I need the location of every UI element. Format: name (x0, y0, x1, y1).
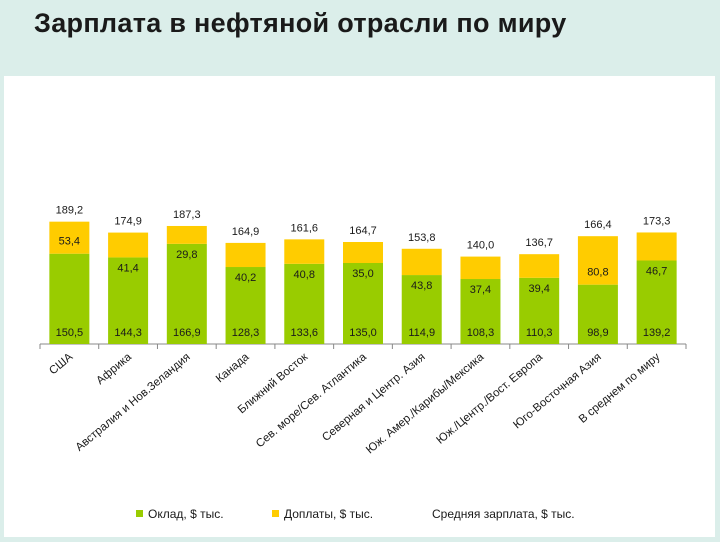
total-data-label: 164,9 (232, 226, 260, 238)
total-data-label: 173,3 (643, 215, 671, 227)
legend-label-average: Средняя зарплата, $ тыс. (432, 507, 575, 521)
legend-swatch-salary (136, 510, 143, 517)
bar-bonus[interactable] (225, 242, 266, 268)
salary-data-label: 135,0 (349, 327, 377, 339)
bonus-data-label: 53,4 (59, 236, 80, 248)
total-data-label: 166,4 (584, 219, 612, 231)
bar-salary[interactable] (108, 257, 149, 344)
total-data-label: 174,9 (114, 216, 142, 228)
bar-salary[interactable] (636, 260, 677, 344)
category-tick-label: США (47, 351, 75, 377)
salary-data-label: 98,9 (587, 327, 608, 339)
category-tick-label: Северная и Центр. Азия (320, 351, 427, 444)
bonus-data-label: 35,0 (352, 268, 373, 280)
bonus-data-label: 41,4 (117, 262, 138, 274)
bonus-data-label: 40,2 (235, 272, 256, 284)
legend-label-salary: Оклад, $ тыс. (148, 507, 224, 521)
bar-salary[interactable] (166, 243, 207, 344)
category-tick-label: Сев. море/Сев. Атлантика (254, 351, 369, 451)
stacked-bar-chart: 150,5 53,4 189,2 США 144,3 41,4 174,9 Африка 166… (39, 205, 687, 521)
bar-salary[interactable] (284, 263, 325, 344)
bar-salary[interactable] (49, 253, 90, 344)
salary-data-label: 144,3 (114, 327, 142, 339)
bonus-data-label: 37,4 (470, 284, 491, 296)
legend-label-bonus: Доплаты, $ тыс. (284, 507, 373, 521)
total-data-label: 136,7 (525, 237, 553, 249)
total-data-label: 153,8 (408, 232, 436, 244)
category-tick-label: Австралия и Нов.Зеландия (74, 351, 193, 454)
salary-data-label: 110,3 (526, 327, 553, 339)
bar-salary[interactable] (225, 267, 266, 344)
salary-data-label: 166,9 (173, 327, 201, 339)
bar-salary[interactable] (343, 263, 383, 344)
total-data-label: 164,7 (349, 225, 377, 237)
legend-swatch-bonus (272, 510, 279, 517)
total-data-label: 161,6 (291, 222, 319, 234)
salary-data-label: 114,9 (408, 327, 435, 339)
bar-bonus[interactable] (284, 239, 325, 264)
bar-salary[interactable] (519, 277, 560, 344)
bar-bonus[interactable] (519, 254, 560, 278)
salary-data-label: 128,3 (232, 327, 260, 339)
total-data-label: 187,3 (173, 209, 201, 221)
total-data-label: 140,0 (467, 240, 495, 252)
bar-bonus[interactable] (166, 225, 207, 244)
category-tick-label: Африка (94, 351, 134, 387)
bar-bonus[interactable] (577, 236, 618, 285)
bar-salary[interactable] (577, 284, 618, 344)
bonus-data-label: 80,8 (587, 267, 608, 279)
bonus-data-label: 40,8 (294, 269, 315, 281)
bonus-data-label: 46,7 (646, 265, 667, 277)
category-tick-label: Юж. Амер./Карибы/Мексика (364, 351, 487, 457)
category-tick-label: Канада (214, 351, 252, 386)
bar-bonus[interactable] (460, 256, 501, 280)
bonus-data-label: 43,8 (411, 280, 432, 292)
salary-data-label: 108,3 (467, 327, 495, 339)
bar-bonus[interactable] (636, 232, 677, 261)
page-title: Зарплата в нефтяной отрасли по миру (34, 8, 567, 38)
bonus-data-label: 39,4 (528, 283, 549, 295)
chart-panel: 150,5 53,4 189,2 США 144,3 41,4 174,9 Африка 166… (4, 76, 715, 537)
salary-data-label: 139,2 (643, 327, 671, 339)
bar-bonus[interactable] (108, 232, 149, 258)
bar-salary[interactable] (460, 279, 501, 344)
bar-salary[interactable] (401, 275, 442, 344)
bar-bonus[interactable] (401, 248, 442, 276)
total-data-label: 189,2 (56, 205, 84, 217)
bar-bonus[interactable] (49, 221, 90, 254)
category-tick-label: Юж./Центр./Вост. Европа (434, 351, 545, 447)
bar-bonus[interactable] (343, 242, 383, 263)
salary-data-label: 133,6 (291, 327, 319, 339)
bonus-data-label: 29,8 (176, 249, 197, 261)
salary-data-label: 150,5 (56, 327, 84, 339)
